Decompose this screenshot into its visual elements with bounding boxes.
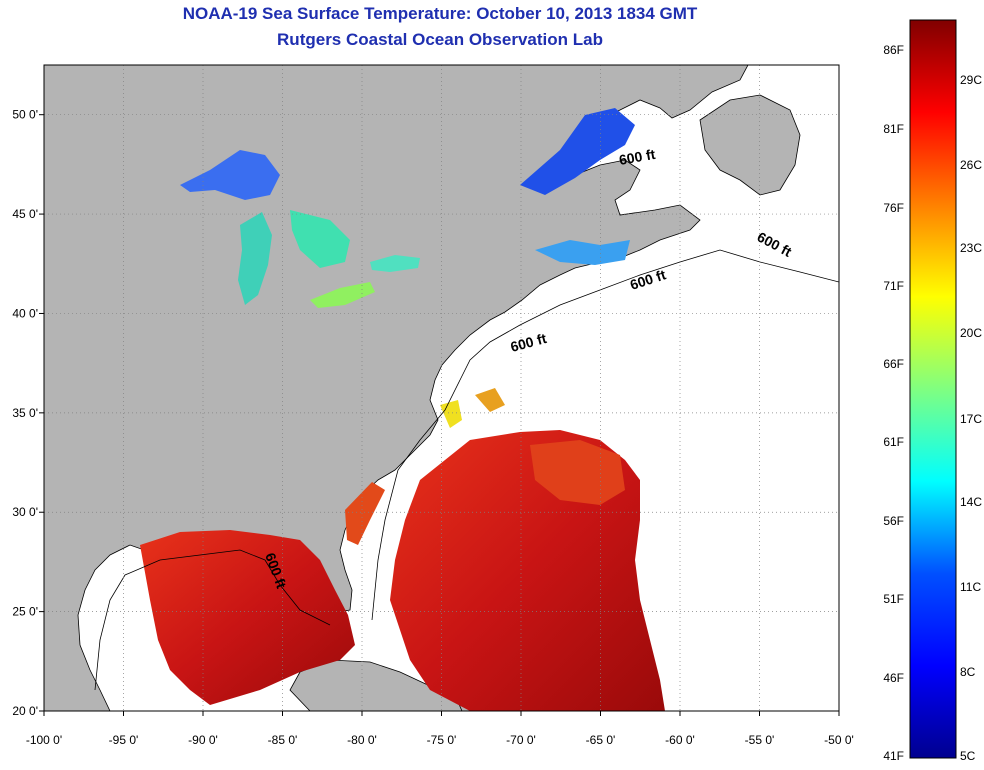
lon-tick-label: -80 0' xyxy=(347,733,377,747)
lat-tick-label: 35 0' xyxy=(12,406,38,420)
lat-tick-label: 50 0' xyxy=(12,108,38,122)
lon-tick-label: -95 0' xyxy=(109,733,139,747)
lat-tick-label: 45 0' xyxy=(12,207,38,221)
sst-cape-hatteras xyxy=(440,400,462,428)
colorbar-celsius-label: 26C xyxy=(960,158,982,172)
latitude-axis: 50 0' 45 0' 40 0' 35 0' 30 0' 25 0' 20 0' xyxy=(12,108,44,718)
colorbar-celsius-label: 23C xyxy=(960,241,982,255)
colorbar-celsius-label: 29C xyxy=(960,73,982,87)
longitude-axis: -100 0' -95 0' -90 0' -85 0' -80 0' -75 0' -70… xyxy=(26,711,854,747)
colorbar-celsius-label: 8C xyxy=(960,665,976,679)
lon-tick-label: -75 0' xyxy=(427,733,457,747)
lon-tick-label: -60 0' xyxy=(665,733,695,747)
sst-lake-superior xyxy=(180,150,280,200)
colorbar-fahrenheit-label: 56F xyxy=(883,514,904,528)
colorbar-fahrenheit-label: 76F xyxy=(883,201,904,215)
sst-florida-coast xyxy=(345,482,385,545)
sst-sargasso-patch xyxy=(530,440,625,505)
colorbar-fahrenheit-label: 61F xyxy=(883,435,904,449)
land-newfoundland xyxy=(699,94,801,196)
sst-lake-michigan xyxy=(238,212,272,305)
contour-label-gulf-st-lawrence: 600 ft xyxy=(618,146,657,168)
colorbar-celsius-label: 20C xyxy=(960,326,982,340)
colorbar-fahrenheit-label: 46F xyxy=(883,671,904,685)
colorbar-fahrenheit-label: 71F xyxy=(883,279,904,293)
lon-tick-label: -50 0' xyxy=(824,733,854,747)
sst-st-lawrence xyxy=(520,108,635,195)
lon-tick-label: -55 0' xyxy=(745,733,775,747)
colorbar-celsius-label: 5C xyxy=(960,749,976,763)
colorbar-fahrenheit-label: 51F xyxy=(883,592,904,606)
sst-gulf-of-maine xyxy=(535,240,630,265)
lon-tick-label: -70 0' xyxy=(506,733,536,747)
contour-gulf xyxy=(94,549,331,691)
colorbar-gradient xyxy=(909,19,957,759)
colorbar-celsius-label: 14C xyxy=(960,495,982,509)
colorbar-fahrenheit-label: 66F xyxy=(883,357,904,371)
lon-tick-label: -85 0' xyxy=(268,733,298,747)
colorbar-celsius-labels: 29C 26C 23C 20C 17C 14C 11C 8C 5C xyxy=(960,73,982,763)
map-subtitle: Rutgers Coastal Ocean Observation Lab xyxy=(277,30,603,49)
lat-tick-label: 30 0' xyxy=(12,505,38,519)
lon-tick-label: -100 0' xyxy=(26,733,62,747)
sst-gulf-of-mexico xyxy=(140,530,355,705)
colorbar-fahrenheit-label: 86F xyxy=(883,43,904,57)
colorbar-celsius-label: 11C xyxy=(960,580,981,594)
colorbar-fahrenheit-label: 41F xyxy=(883,749,904,763)
colorbar-fahrenheit-label: 81F xyxy=(883,122,904,136)
sst-lake-ontario xyxy=(370,255,420,272)
sst-lake-erie xyxy=(310,282,375,308)
lon-tick-label: -90 0' xyxy=(188,733,218,747)
grid xyxy=(44,65,839,711)
colorbar-celsius-label: 17C xyxy=(960,412,982,426)
sst-lake-huron xyxy=(290,210,350,268)
contour-atlantic xyxy=(371,249,839,621)
lat-tick-label: 40 0' xyxy=(12,306,38,320)
lat-tick-label: 20 0' xyxy=(12,704,38,718)
lat-tick-label: 25 0' xyxy=(12,605,38,619)
sst-scatter-north xyxy=(475,388,505,412)
lon-tick-label: -65 0' xyxy=(586,733,616,747)
map-title: NOAA-19 Sea Surface Temperature: October… xyxy=(182,4,698,23)
colorbar-fahrenheit-labels: 86F 81F 76F 71F 66F 61F 56F 51F 46F 41F xyxy=(883,43,904,763)
